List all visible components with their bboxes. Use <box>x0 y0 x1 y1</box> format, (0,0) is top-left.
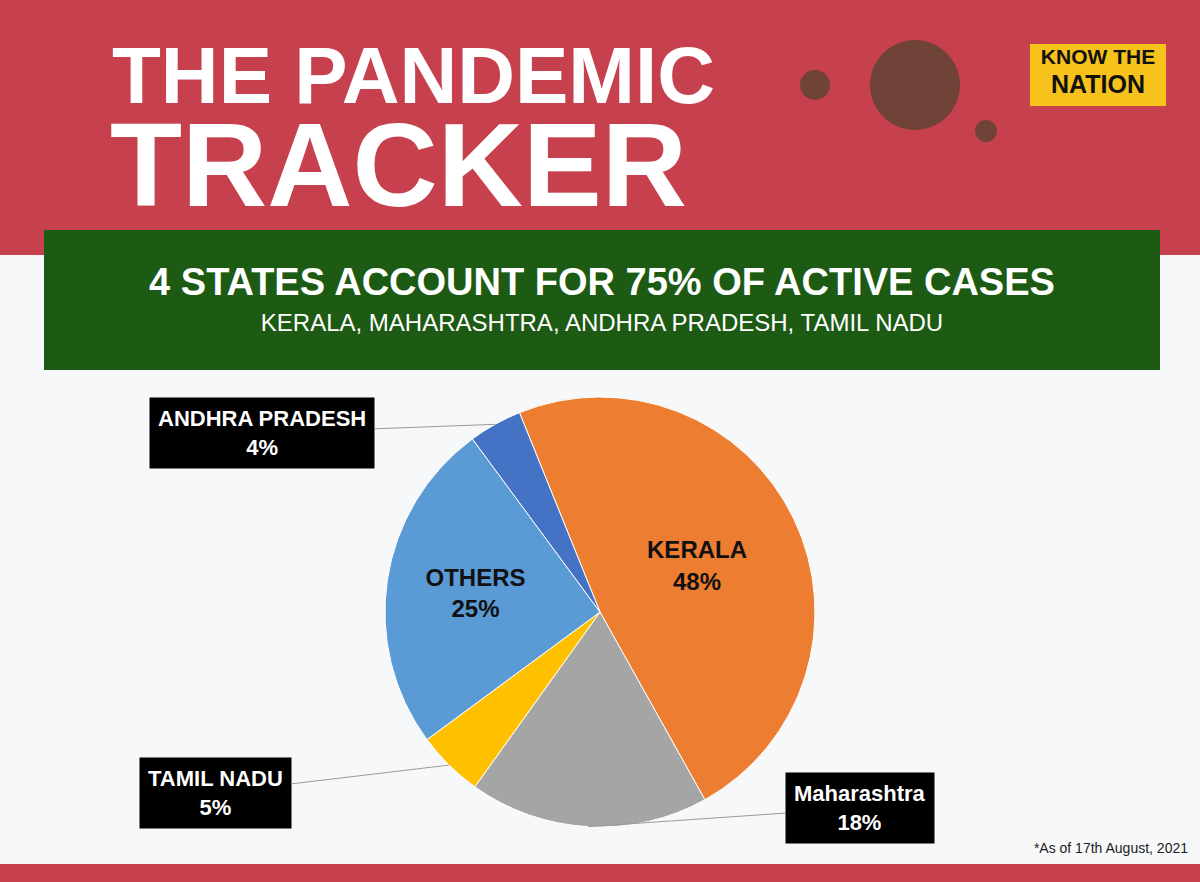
html-text:KERALA, MAHARASHTRA, ANDHRA PR: KERALA, MAHARASHTRA, ANDHRA PRADESH, TAM… <box>260 309 944 336</box>
html-text:THE PANDEMIC: THE PANDEMIC <box>112 31 715 120</box>
html-text:4 STATES ACCOUNT FOR 75% OF AC: 4 STATES ACCOUNT FOR 75% OF ACTIVE CASES <box>149 261 1055 303</box>
html-text:*As of 17th August, 2021: *As of 17th August, 2021 <box>1033 840 1188 856</box>
html-text:TRACKER: TRACKER <box>110 99 687 231</box>
html-text:KNOW THE: KNOW THE <box>1040 45 1156 68</box>
svg-text:KERALA48%: KERALA48% <box>647 536 747 594</box>
svg-text:ANDHRA PRADESH4%: ANDHRA PRADESH4% <box>158 406 366 460</box>
svg-text:Maharashtra18%: Maharashtra18% <box>794 781 926 835</box>
svg-text:OTHERS25%: OTHERS25% <box>425 564 525 622</box>
svg-text:TAMIL NADU5%: TAMIL NADU5% <box>148 766 283 820</box>
html-text:NATION: NATION <box>1051 70 1145 98</box>
